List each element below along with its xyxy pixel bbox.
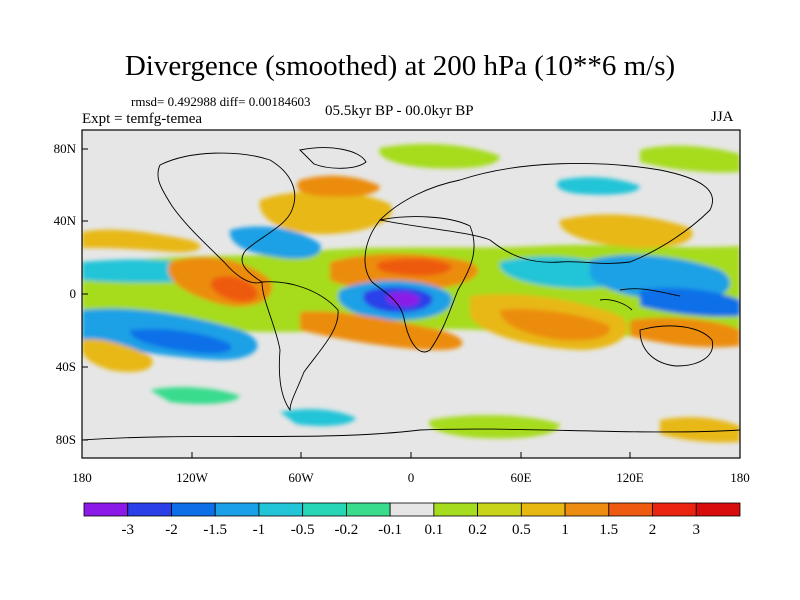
lat-label: 0 [70, 286, 77, 301]
colorbar-label: -1.5 [203, 522, 227, 538]
colorbar-label: 1.5 [599, 522, 618, 538]
coastline-north-america [157, 152, 296, 284]
colorbar-swatch [171, 502, 216, 517]
lon-label: 180 [730, 470, 750, 485]
colorbar-swatch [83, 502, 129, 517]
colorbar-label: -1 [253, 522, 266, 538]
field-north-atlantic-divergence [259, 191, 392, 235]
colorbar-swatch [608, 502, 653, 517]
lon-label: 120E [616, 470, 644, 485]
coastline-maritime-continent [599, 288, 681, 311]
colorbar-label: -2 [165, 522, 178, 538]
field-indian-ocean-core [500, 309, 611, 341]
colorbar-swatch [564, 502, 610, 517]
field-sahel-core [376, 258, 452, 276]
coastline-antarctica [82, 428, 740, 441]
field-south-pacific-orange [82, 339, 153, 373]
field-orange-north-pacific [82, 229, 201, 253]
colorbar-label: 0.1 [424, 522, 443, 538]
colorbar-swatch [127, 502, 172, 517]
experiment-label: Expt = temfg-temea [82, 111, 203, 127]
colorbar-label: 0.2 [468, 522, 487, 538]
coastline-africa [364, 216, 475, 353]
lon-label: 180 [72, 470, 92, 485]
field-north-atlantic-core [296, 175, 380, 197]
colorbar: -3 -2 -1.5 -1 -0.5 -0.2 -0.1 0.1 0.2 0.5 1 1.5 2 3 [83, 502, 741, 538]
colorbar-label: 0.5 [512, 522, 531, 538]
coastline-south-america [261, 281, 339, 412]
coastline-greenland [299, 147, 367, 169]
colorbar-label: 2 [649, 522, 657, 538]
lat-label: 40N [54, 213, 77, 228]
latitude-axis: 80N 40N 0 40S 80S [54, 141, 88, 447]
colorbar-label: -0.2 [335, 522, 359, 538]
plot-title: Divergence (smoothed) at 200 hPa (10**6 … [124, 50, 676, 82]
field-south-pacific-core [130, 328, 232, 354]
field-arctic-east [640, 145, 740, 173]
colorbar-swatch [389, 502, 435, 517]
coastline-australia [639, 325, 714, 367]
divergence-field [82, 143, 740, 443]
field-south-atlantic-divergence [300, 311, 463, 350]
colorbar-label: -0.1 [378, 522, 402, 538]
season-label: JJA [711, 109, 734, 125]
lon-label: 60E [511, 470, 532, 485]
colorbar-swatch [433, 502, 479, 517]
field-maritime-core [640, 287, 740, 317]
field-southwest-pacific-divergence [630, 317, 740, 348]
colorbar-label: -0.5 [291, 522, 315, 538]
lat-label: 80S [56, 432, 76, 447]
colorbar-label: -3 [121, 522, 134, 538]
lon-label: 0 [408, 470, 415, 485]
colorbar-swatch [302, 502, 347, 517]
field-antarctic-cyan [280, 409, 356, 426]
lat-label: 40S [56, 359, 76, 374]
stats-text: rmsd= 0.492988 diff= 0.00184603 [131, 94, 311, 109]
field-east-asia-divergence [559, 214, 693, 248]
lat-label: 80N [54, 141, 77, 156]
colorbar-swatch [345, 502, 391, 517]
lon-label: 60W [288, 470, 314, 485]
lon-label: 120W [176, 470, 209, 485]
field-antarctic-orange [660, 417, 740, 443]
field-antarctic-green [429, 415, 560, 439]
field-arctic-green [379, 143, 500, 169]
field-east-pacific-core [210, 276, 258, 302]
field-southern-ocean-green [150, 387, 240, 404]
colorbar-swatch [695, 502, 741, 517]
colorbar-swatch [652, 502, 697, 517]
colorbar-swatch [520, 502, 566, 517]
colorbar-swatch [214, 502, 260, 517]
field-atlantic-convergence-peak [386, 291, 420, 307]
field-gulf-convergence [229, 226, 321, 259]
colorbar-label: 1 [561, 522, 569, 538]
coastline-eurasia [379, 162, 713, 264]
coastlines [82, 147, 740, 441]
longitude-axis: 180 120W 60W 0 60E 120E 180 [72, 452, 750, 485]
colorbar-swatch [258, 502, 304, 517]
period-label: 05.5kyr BP - 00.0kyr BP [325, 103, 474, 119]
colorbar-swatch [477, 502, 522, 517]
field-siberia-cyan [556, 177, 640, 195]
colorbar-label: 3 [693, 522, 701, 538]
